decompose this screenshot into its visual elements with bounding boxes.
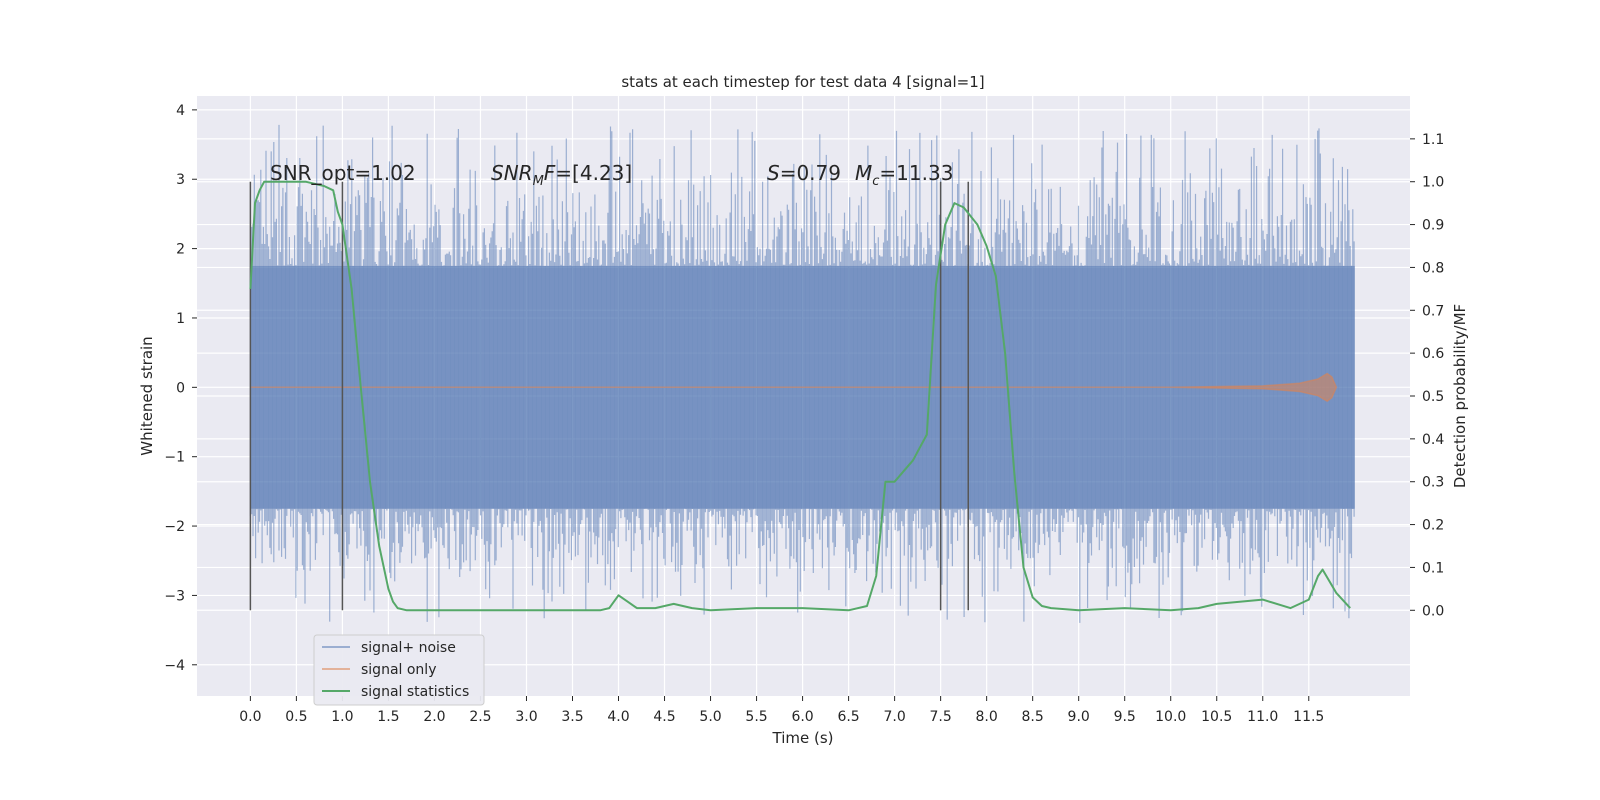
y-axis-left: 4 3 2 1 0 −1 −2 −3 −4 xyxy=(164,103,197,674)
y-right-tick-label: 0.9 xyxy=(1422,218,1444,234)
y-right-tick-label: 0.3 xyxy=(1422,475,1444,491)
x-tick-label: 4.5 xyxy=(653,709,675,725)
y-right-tick-label: 0.8 xyxy=(1422,260,1444,276)
y-right-tick-label: 0.4 xyxy=(1422,432,1444,448)
x-tick-label: 6.5 xyxy=(837,709,859,725)
y-tick-label: 3 xyxy=(176,172,185,188)
x-tick-label: 0.5 xyxy=(285,709,307,725)
y-right-tick-label: 0.7 xyxy=(1422,303,1444,319)
y-right-tick-label: 0.2 xyxy=(1422,518,1444,534)
x-tick-label: 4.0 xyxy=(607,709,629,725)
x-tick-label: 11.5 xyxy=(1293,709,1324,725)
annotation-mc-label: M xyxy=(855,161,872,185)
legend-label-noise: signal+ noise xyxy=(361,640,456,656)
annotation-s-value: =0.79 xyxy=(780,161,841,185)
x-tick-label: 1.0 xyxy=(331,709,353,725)
x-tick-label: 9.0 xyxy=(1068,709,1090,725)
legend-label-signal: signal only xyxy=(361,662,436,678)
x-tick-label: 0.0 xyxy=(239,709,261,725)
annotation-snr-mf-label: SNR xyxy=(491,161,533,185)
y-tick-label: 2 xyxy=(176,242,185,258)
annotation-snr-mf-value: =[4.23] xyxy=(555,161,632,185)
y-axis-right: 1.1 1.0 0.9 0.8 0.7 0.6 0.5 0.4 0.3 0.2 0.1 0.0 xyxy=(1410,132,1444,619)
annotation-snr-opt: SNR_opt=1.02 xyxy=(270,161,416,185)
y-right-tick-label: 1.0 xyxy=(1422,175,1444,191)
x-tick-label: 2.0 xyxy=(423,709,445,725)
annotation-mc-subscript: c xyxy=(872,174,879,189)
x-tick-label: 7.0 xyxy=(883,709,905,725)
legend: signal+ noise signal only signal statist… xyxy=(313,634,485,706)
x-tick-label: 6.0 xyxy=(791,709,813,725)
y-axis-right-label: Detection probability/MF xyxy=(1451,304,1469,488)
x-tick-label: 11.0 xyxy=(1247,709,1278,725)
annotation-s-label: S xyxy=(767,161,780,185)
legend-box xyxy=(313,634,485,706)
y-right-tick-label: 0.1 xyxy=(1422,560,1444,576)
y-right-tick-label: 0.6 xyxy=(1422,346,1444,362)
x-axis-label: Time (s) xyxy=(772,729,834,747)
signal-only-line xyxy=(250,372,1338,403)
y-axis-label: Whitened strain xyxy=(138,336,156,455)
chart-title: stats at each timestep for test data 4 [… xyxy=(621,73,984,91)
y-tick-label: −1 xyxy=(164,450,185,466)
x-tick-label: 10.0 xyxy=(1155,709,1186,725)
series-signal-only xyxy=(250,372,1338,403)
x-tick-label: 1.5 xyxy=(377,709,399,725)
series-signal-statistics xyxy=(249,180,1351,612)
y-tick-label: −2 xyxy=(164,519,185,535)
x-tick-label: 5.5 xyxy=(745,709,767,725)
annotation-snr-mf-f: F xyxy=(544,161,556,185)
x-tick-label: 3.0 xyxy=(515,709,537,725)
annotations: SNR_opt=1.02 SNRMF=[4.23] S=0.79 Mc=11.33 xyxy=(270,161,953,189)
annotation-snr-mf: SNRMF=[4.23] xyxy=(491,161,632,189)
y-tick-label: −4 xyxy=(164,658,185,674)
y-right-tick-label: 0.5 xyxy=(1422,389,1444,405)
signal-statistics-line xyxy=(249,180,1351,612)
annotation-s-mc: S=0.79 Mc=11.33 xyxy=(767,161,953,189)
x-tick-label: 8.5 xyxy=(1022,709,1044,725)
x-tick-label: 10.5 xyxy=(1201,709,1232,725)
legend-label-stats: signal statistics xyxy=(361,684,469,700)
x-tick-label: 8.0 xyxy=(976,709,998,725)
y-tick-label: −3 xyxy=(164,588,185,604)
y-tick-label: 0 xyxy=(176,380,185,396)
y-tick-label: 1 xyxy=(176,311,185,327)
y-tick-label: 4 xyxy=(176,103,185,119)
annotation-mc-value: =11.33 xyxy=(879,161,953,185)
x-tick-label: 3.5 xyxy=(561,709,583,725)
x-axis: 0.0 0.5 1.0 1.5 2.0 2.5 3.0 3.5 4.0 4.5 5.0 5.5 6.0 6… xyxy=(239,696,1324,725)
x-tick-label: 7.5 xyxy=(929,709,951,725)
annotation-snr-mf-subscript: M xyxy=(533,174,544,189)
x-tick-label: 2.5 xyxy=(469,709,491,725)
y-right-tick-label: 0.0 xyxy=(1422,603,1444,619)
x-tick-label: 9.5 xyxy=(1114,709,1136,725)
x-tick-label: 5.0 xyxy=(699,709,721,725)
y-right-tick-label: 1.1 xyxy=(1422,132,1444,148)
